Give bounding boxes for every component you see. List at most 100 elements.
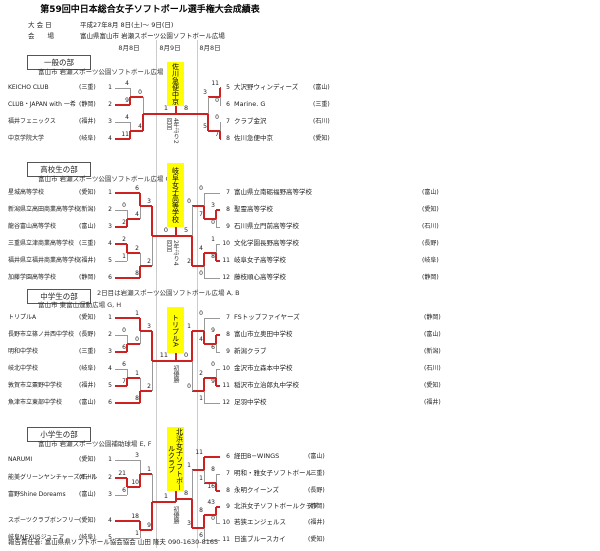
- match-score: 3: [135, 452, 139, 459]
- bracket-line: [139, 521, 141, 530]
- bracket-line: [216, 369, 220, 370]
- team-seed: 8: [226, 135, 230, 142]
- match-score: 21: [118, 470, 126, 477]
- team-pref: (長野): [308, 487, 325, 494]
- bracket-line: [140, 529, 152, 531]
- team-pref: (三重): [79, 348, 96, 355]
- bracket-line: [175, 353, 177, 361]
- bracket-line: [142, 114, 144, 131]
- team-name: 岐阜NEXUSジュニア: [8, 534, 65, 541]
- bracket-line: [126, 244, 128, 253]
- bracket-line: [204, 278, 220, 279]
- bracket-line: [208, 130, 220, 132]
- team-seed: 2: [108, 331, 112, 338]
- team-pref: (富山): [422, 189, 439, 196]
- match-score: 0: [215, 97, 219, 104]
- team-pref: (静岡): [79, 274, 96, 281]
- bracket-line: [175, 491, 177, 502]
- team-name: Marine. G: [234, 100, 266, 108]
- bracket-line: [216, 244, 220, 245]
- column-divider-left: [156, 40, 157, 548]
- match-score: 0: [138, 89, 142, 96]
- bracket-line: [115, 460, 140, 461]
- match-score: 11: [121, 131, 129, 138]
- match-score: 6: [122, 361, 126, 368]
- team-pref: (石川): [313, 118, 330, 125]
- bracket-line: [203, 515, 205, 528]
- match-score: 1: [135, 310, 139, 317]
- section-label: 一般の部: [27, 55, 91, 70]
- bracket-line: [115, 243, 127, 245]
- team-seed: 7: [226, 314, 230, 321]
- team-name: 長野市立篠ノ井西中学校: [8, 331, 75, 338]
- bracket-line: [216, 490, 220, 492]
- team-name: 北浜女子ソフトボールクラブ: [234, 502, 319, 510]
- team-name: CLUB・JAPAN with 一希: [8, 101, 76, 108]
- bracket-line: [126, 478, 128, 487]
- match-score: 2: [147, 258, 151, 265]
- bracket-line: [192, 265, 204, 267]
- team-pref: (静岡): [422, 274, 439, 281]
- bracket-line: [115, 122, 130, 123]
- team-seed: 1: [108, 314, 112, 321]
- team-seed: 6: [108, 274, 112, 281]
- team-seed: 2: [108, 101, 112, 108]
- bracket-line: [140, 473, 152, 475]
- bracket-line: [215, 253, 217, 261]
- team-seed: 2: [108, 206, 112, 213]
- team-name: 大沢野ウィンディーズ: [234, 83, 299, 91]
- match-score: 6: [135, 185, 139, 192]
- bracket-line: [204, 318, 220, 319]
- bracket-line: [216, 506, 220, 508]
- section-label: 高校生の部: [27, 162, 91, 177]
- match-score: 0: [122, 202, 126, 209]
- team-pref: (三重): [313, 101, 330, 108]
- champion-box: 岐阜女子高等学校: [167, 163, 184, 227]
- team-seed: 11: [222, 382, 230, 389]
- final-score: 1: [163, 104, 168, 112]
- bracket-line: [176, 235, 192, 237]
- bracket-line: [203, 331, 205, 344]
- bracket-line: [192, 469, 204, 471]
- bracket-line: [207, 114, 209, 131]
- bracket-line: [127, 252, 140, 254]
- meta-value-date: 平成27年8月 8日(土)～ 9日(日): [80, 21, 174, 29]
- bracket-line: [192, 527, 204, 529]
- bracket-line: [127, 343, 140, 345]
- team-name: FSトップファイヤーズ: [234, 313, 300, 321]
- team-name: 富山県立南砺福野高等学校: [234, 188, 312, 196]
- match-score: 0: [211, 515, 215, 522]
- column-divider-right: [197, 40, 198, 548]
- team-name: 能美グリーンヤンチャーズガール: [8, 474, 98, 481]
- bracket-line: [204, 540, 220, 541]
- bracket-line: [127, 218, 140, 220]
- match-score: 8: [135, 270, 139, 277]
- bracket-line: [204, 482, 216, 484]
- team-name: 岐北中学校: [8, 365, 39, 372]
- match-score: 16: [207, 483, 215, 490]
- team-name: 若狭エンジェルス: [234, 518, 286, 526]
- match-score: 8: [211, 253, 215, 260]
- bracket-line: [216, 334, 220, 336]
- bracket-line: [220, 138, 221, 140]
- match-score: 2: [199, 370, 203, 377]
- team-pref: (静岡): [79, 101, 96, 108]
- team-name: 中京学院大学: [8, 135, 45, 142]
- match-score: 0: [122, 327, 126, 334]
- team-pref: (三重): [79, 240, 96, 247]
- final-score: 8: [184, 104, 189, 112]
- bracket-line: [115, 477, 127, 479]
- bracket-line: [143, 113, 176, 115]
- team-pref: (愛知): [422, 206, 439, 213]
- team-pref: (愛知): [79, 517, 96, 524]
- section-label: 中学生の部: [27, 289, 91, 304]
- team-pref: (富山): [79, 223, 96, 230]
- match-score: 11: [211, 80, 219, 87]
- bracket-line: [126, 378, 128, 386]
- team-pref: (静岡): [308, 503, 325, 510]
- team-name: 敦賀市立粟野中学校: [8, 382, 63, 389]
- bracket-line: [215, 335, 217, 344]
- bracket-line: [215, 210, 217, 219]
- match-score: 5: [203, 123, 207, 130]
- bracket-line: [126, 219, 128, 227]
